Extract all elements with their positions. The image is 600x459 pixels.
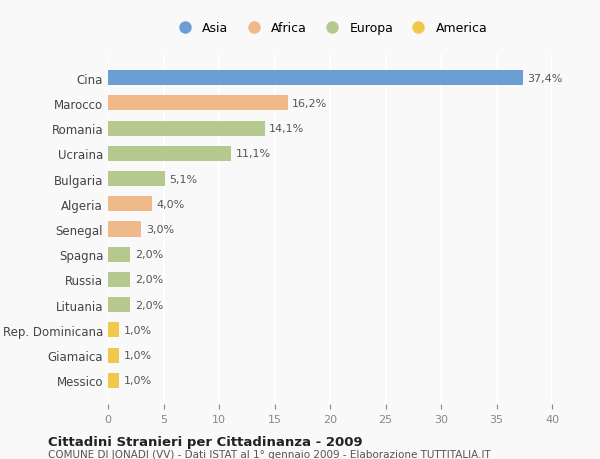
Text: Cittadini Stranieri per Cittadinanza - 2009: Cittadini Stranieri per Cittadinanza - 2… xyxy=(48,435,362,448)
Text: 4,0%: 4,0% xyxy=(157,199,185,209)
Text: 3,0%: 3,0% xyxy=(146,224,174,235)
Text: COMUNE DI JONADI (VV) - Dati ISTAT al 1° gennaio 2009 - Elaborazione TUTTITALIA.: COMUNE DI JONADI (VV) - Dati ISTAT al 1°… xyxy=(48,449,491,459)
Bar xyxy=(108,272,130,287)
Bar xyxy=(108,96,288,111)
Bar xyxy=(108,172,164,187)
Legend: Asia, Africa, Europa, America: Asia, Africa, Europa, America xyxy=(166,16,494,41)
Bar xyxy=(108,146,231,162)
Text: 14,1%: 14,1% xyxy=(269,124,304,134)
Text: 2,0%: 2,0% xyxy=(134,250,163,260)
Text: 2,0%: 2,0% xyxy=(134,300,163,310)
Text: 1,0%: 1,0% xyxy=(124,375,152,386)
Text: 1,0%: 1,0% xyxy=(124,325,152,335)
Bar xyxy=(108,121,265,136)
Text: 5,1%: 5,1% xyxy=(169,174,197,184)
Text: 11,1%: 11,1% xyxy=(236,149,271,159)
Text: 1,0%: 1,0% xyxy=(124,350,152,360)
Bar xyxy=(108,373,119,388)
Text: 37,4%: 37,4% xyxy=(527,73,563,84)
Bar xyxy=(108,323,119,338)
Text: 16,2%: 16,2% xyxy=(292,99,328,109)
Text: 2,0%: 2,0% xyxy=(134,275,163,285)
Bar xyxy=(108,297,130,313)
Bar xyxy=(108,71,523,86)
Bar xyxy=(108,247,130,262)
Bar xyxy=(108,348,119,363)
Bar xyxy=(108,222,142,237)
Bar xyxy=(108,197,152,212)
